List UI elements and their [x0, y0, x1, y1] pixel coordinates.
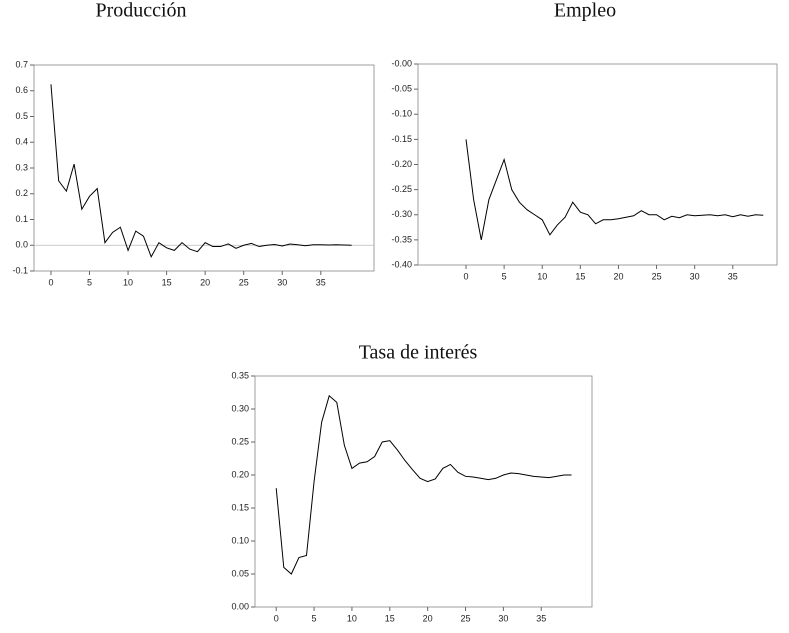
x-tick-label: 15	[162, 277, 172, 287]
y-tick-label: 0.7	[15, 59, 28, 69]
plot-frame	[33, 64, 375, 272]
x-tick-label: 30	[277, 277, 287, 287]
y-tick-label: -0.35	[391, 234, 412, 244]
x-tick-label: 25	[461, 613, 471, 623]
y-tick-label: 0.5	[15, 111, 28, 121]
y-tick-label: 0.00	[231, 601, 249, 611]
data-line	[275, 394, 572, 575]
x-tick-label: 20	[423, 613, 433, 623]
y-tick-label: 0.30	[231, 403, 249, 413]
y-tick-label: -0.15	[391, 134, 412, 144]
y-tick-label: -0.00	[391, 58, 412, 68]
y-tick-label: 0.6	[15, 85, 28, 95]
x-tick-label: 5	[502, 271, 507, 281]
x-tick-label: 35	[316, 277, 326, 287]
y-tick-label: 0.3	[15, 162, 28, 172]
x-tick-label: 25	[239, 277, 249, 287]
x-tick-label: 30	[690, 271, 700, 281]
y-tick-label: 0.05	[231, 568, 249, 578]
y-tick-label: 0.10	[231, 535, 249, 545]
x-tick-label: 5	[87, 277, 92, 287]
x-tick-label: 10	[347, 613, 357, 623]
x-tick-label: 10	[537, 271, 547, 281]
chart-title: Empleo	[554, 0, 616, 22]
y-tick-label: -0.1	[12, 265, 28, 275]
y-tick-label: -0.20	[391, 159, 412, 169]
y-tick-label: 0.25	[231, 436, 249, 446]
y-tick-label: 0.20	[231, 469, 249, 479]
x-tick-label: 15	[575, 271, 585, 281]
y-tick-label: 0.0	[15, 240, 28, 250]
data-line	[465, 139, 764, 240]
y-tick-label: -0.40	[391, 259, 412, 269]
y-tick-label: -0.25	[391, 184, 412, 194]
chart-title: Producción	[95, 0, 186, 22]
x-tick-label: 20	[613, 271, 623, 281]
y-tick-label: -0.30	[391, 209, 412, 219]
x-tick-label: 15	[385, 613, 395, 623]
x-tick-label: 25	[652, 271, 662, 281]
plot-frame	[254, 375, 593, 608]
plot-frame	[417, 63, 778, 266]
x-tick-label: 35	[536, 613, 546, 623]
x-tick-label: 20	[200, 277, 210, 287]
y-tick-label: 0.1	[15, 214, 28, 224]
y-tick-label: 0.15	[231, 502, 249, 512]
y-tick-label: -0.10	[391, 109, 412, 119]
data-line	[50, 84, 352, 259]
x-tick-label: 35	[728, 271, 738, 281]
y-tick-label: 0.2	[15, 188, 28, 198]
chart-title: Tasa de interés	[359, 342, 478, 364]
y-tick-label: 0.35	[231, 370, 249, 380]
y-tick-label: -0.05	[391, 84, 412, 94]
x-tick-label: 0	[464, 271, 469, 281]
x-tick-label: 0	[48, 277, 53, 287]
x-tick-label: 30	[498, 613, 508, 623]
x-tick-label: 0	[274, 613, 279, 623]
y-tick-label: 0.4	[15, 137, 28, 147]
x-tick-label: 5	[312, 613, 317, 623]
x-tick-label: 10	[123, 277, 133, 287]
